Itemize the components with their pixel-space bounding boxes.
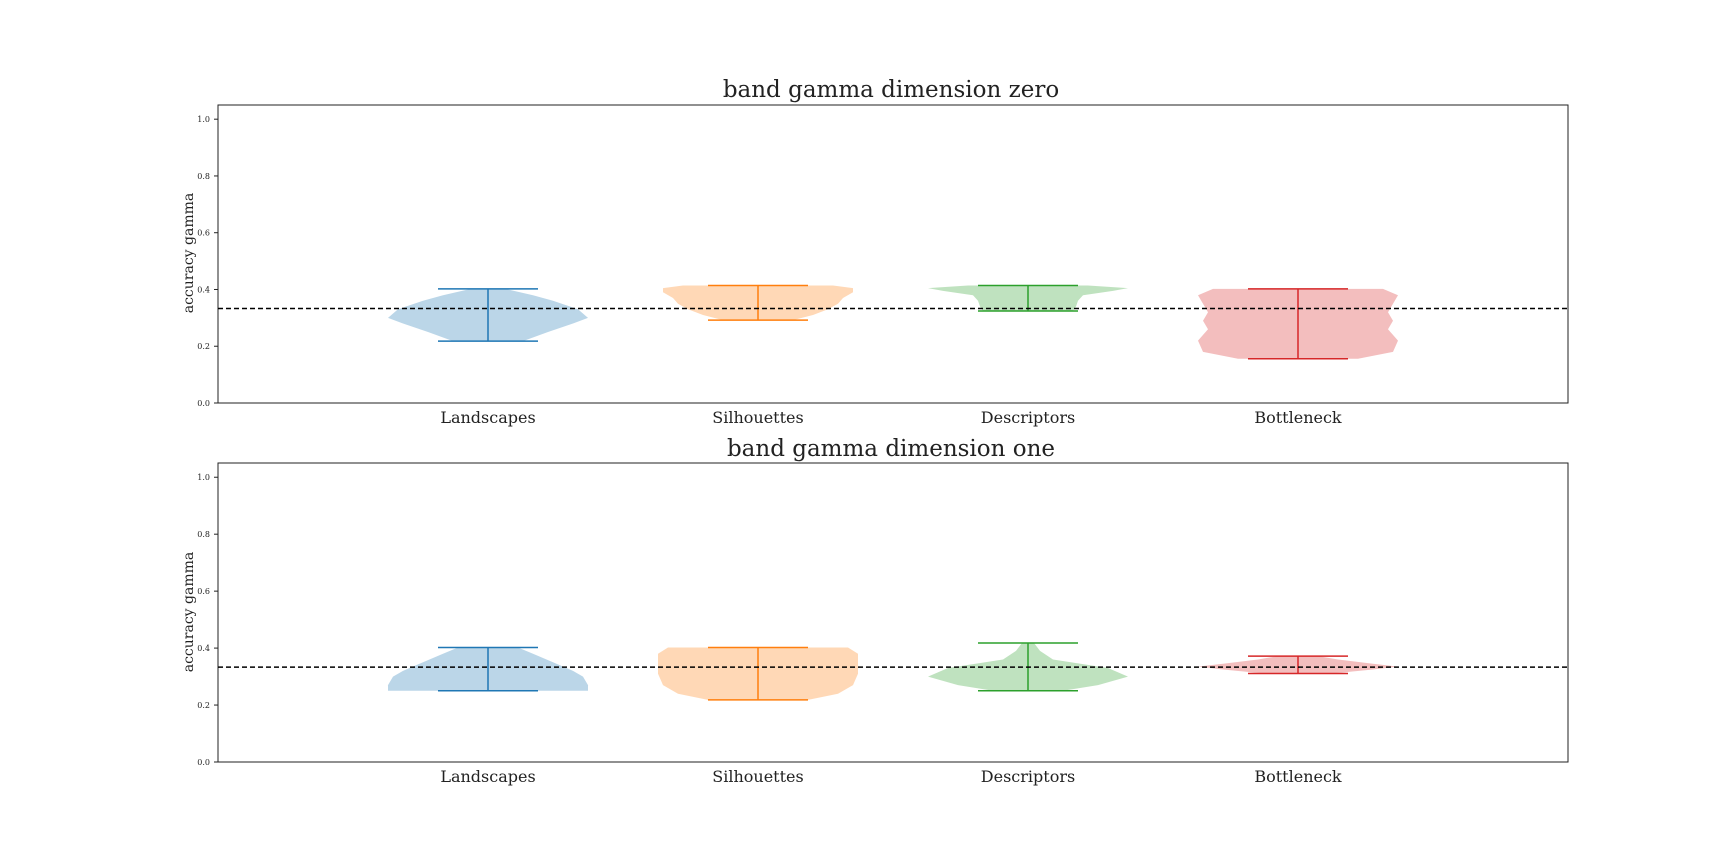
y-tick-label: 0.0 — [197, 399, 210, 408]
y-tick-label: 0.2 — [197, 342, 210, 351]
chart-title: band gamma dimension zero — [723, 77, 1059, 103]
chart-title: band gamma dimension one — [727, 436, 1055, 462]
y-tick-label: 0.6 — [197, 587, 210, 596]
y-tick-label: 1.0 — [197, 473, 210, 482]
y-tick-label: 0.0 — [197, 758, 210, 767]
y-tick-label: 0.6 — [197, 229, 210, 238]
x-category-label: Descriptors — [981, 408, 1075, 427]
x-category-label: Landscapes — [440, 408, 535, 427]
panel-dimension-zero: band gamma dimension zero accuracy gamma… — [181, 77, 1569, 427]
y-tick-label: 0.2 — [197, 701, 210, 710]
y-axis-label: accuracy gamma — [181, 552, 197, 673]
x-category-label: Bottleneck — [1254, 767, 1342, 786]
x-category-label: Silhouettes — [712, 767, 803, 786]
panel-dimension-one: band gamma dimension one accuracy gamma … — [181, 436, 1569, 786]
y-tick-label: 0.4 — [197, 285, 210, 294]
y-tick-label: 1.0 — [197, 115, 210, 124]
x-category-label: Silhouettes — [712, 408, 803, 427]
plot-frame — [217, 104, 1569, 404]
y-tick-label: 0.8 — [197, 530, 210, 539]
y-tick-label: 0.8 — [197, 172, 210, 181]
x-category-label: Descriptors — [981, 767, 1075, 786]
y-axis-label: accuracy gamma — [181, 193, 197, 314]
x-category-label: Bottleneck — [1254, 408, 1342, 427]
x-category-label: Landscapes — [440, 767, 535, 786]
plot-frame — [217, 462, 1569, 763]
y-tick-label: 0.4 — [197, 644, 210, 653]
